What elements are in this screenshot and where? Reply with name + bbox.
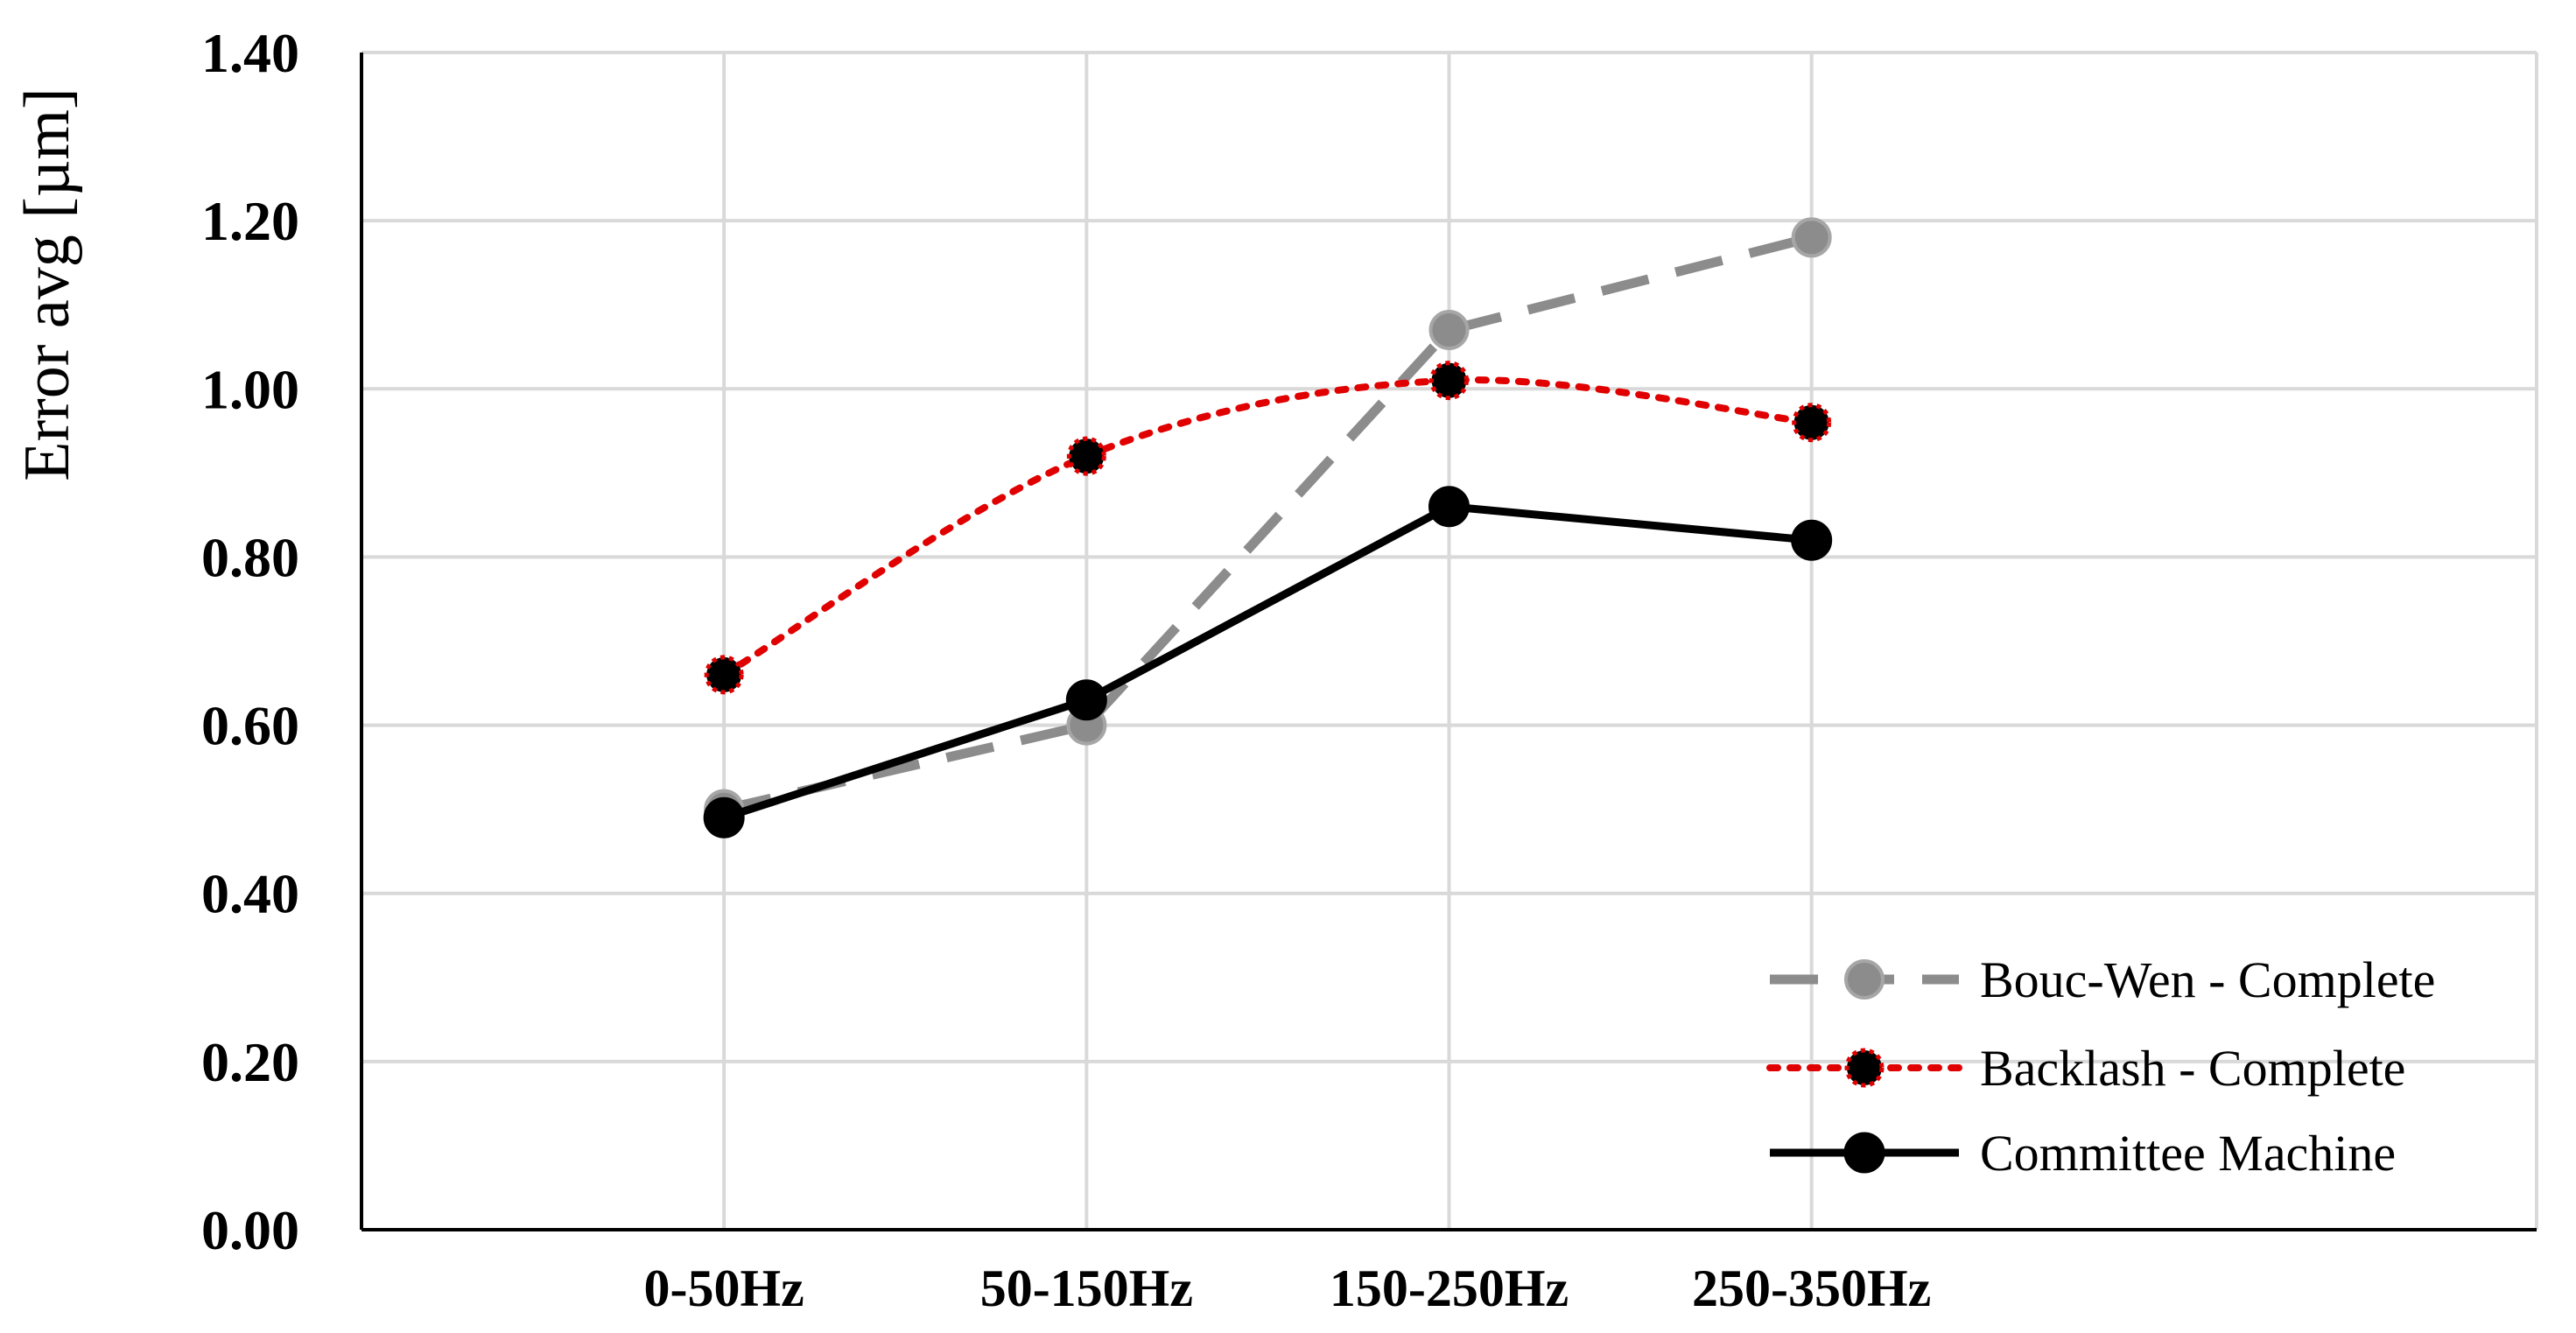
data-point bbox=[1791, 217, 1832, 258]
data-point bbox=[1065, 679, 1107, 721]
series-line bbox=[720, 376, 1815, 678]
legend-label: Bouc-Wen - Complete bbox=[1980, 951, 2435, 1008]
x-tick-label: 150-250Hz bbox=[1330, 1259, 1569, 1317]
y-tick-labels: 0.00 0.20 0.40 0.60 0.80 1.00 1.20 1.40 bbox=[201, 22, 299, 1261]
legend-label: Committee Machine bbox=[1980, 1125, 2396, 1182]
series-2 bbox=[703, 486, 1833, 838]
data-point bbox=[1792, 403, 1832, 443]
legend-item: Committee Machine bbox=[1770, 1125, 2396, 1182]
legend-label: Backlash - Complete bbox=[1980, 1040, 2405, 1097]
y-tick-label: 0.00 bbox=[201, 1199, 299, 1261]
data-point bbox=[703, 796, 745, 838]
legend-item: Backlash - Complete bbox=[1766, 1040, 2405, 1097]
data-point bbox=[704, 655, 744, 695]
y-tick-label: 0.20 bbox=[201, 1031, 299, 1093]
y-tick-label: 0.80 bbox=[201, 526, 299, 588]
x-tick-label: 250-350Hz bbox=[1692, 1259, 1931, 1317]
series-line bbox=[722, 502, 1813, 822]
x-tick-label: 0-50Hz bbox=[644, 1259, 804, 1317]
series-1 bbox=[704, 361, 1832, 695]
legend-item: Bouc-Wen - Complete bbox=[1770, 951, 2435, 1008]
data-point bbox=[1066, 436, 1106, 476]
y-tick-label: 1.00 bbox=[201, 358, 299, 420]
y-tick-label: 1.20 bbox=[201, 190, 299, 252]
legend-swatch-marker bbox=[1844, 959, 1885, 1000]
data-point bbox=[1428, 486, 1470, 528]
series-lines bbox=[703, 217, 1833, 838]
y-tick-label: 0.40 bbox=[201, 863, 299, 925]
data-point bbox=[1429, 361, 1469, 401]
legend-swatch-marker bbox=[1843, 1132, 1885, 1174]
x-tick-labels: 0-50Hz 50-150Hz 150-250Hz 250-350Hz bbox=[644, 1259, 1932, 1317]
legend-swatch-marker bbox=[1844, 1048, 1885, 1088]
series-line bbox=[722, 233, 1814, 815]
data-point bbox=[1791, 519, 1833, 561]
plot-frame bbox=[360, 51, 2538, 1231]
y-tick-label: 1.40 bbox=[201, 22, 299, 84]
y-axis-label: Error avg [µm] bbox=[11, 88, 83, 481]
data-point bbox=[1428, 310, 1470, 351]
y-tick-label: 0.60 bbox=[201, 695, 299, 757]
x-tick-label: 50-150Hz bbox=[980, 1259, 1193, 1317]
legend: Bouc-Wen - Complete Backlash - Complete Co… bbox=[1766, 951, 2435, 1182]
